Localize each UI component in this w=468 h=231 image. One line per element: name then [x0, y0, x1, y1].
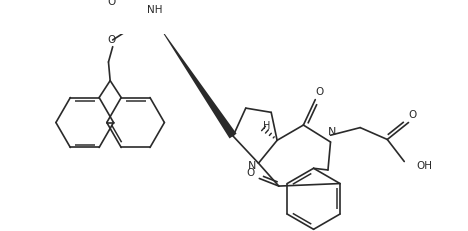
Text: N: N [248, 160, 256, 170]
Text: NH: NH [147, 5, 163, 15]
Text: N: N [328, 126, 336, 136]
Text: O: O [409, 109, 417, 119]
Text: O: O [247, 167, 255, 177]
Text: OH: OH [416, 160, 432, 170]
Text: O: O [315, 87, 324, 97]
Text: H: H [263, 121, 271, 131]
Text: O: O [107, 35, 115, 45]
Text: O: O [108, 0, 116, 7]
Polygon shape [155, 21, 236, 139]
